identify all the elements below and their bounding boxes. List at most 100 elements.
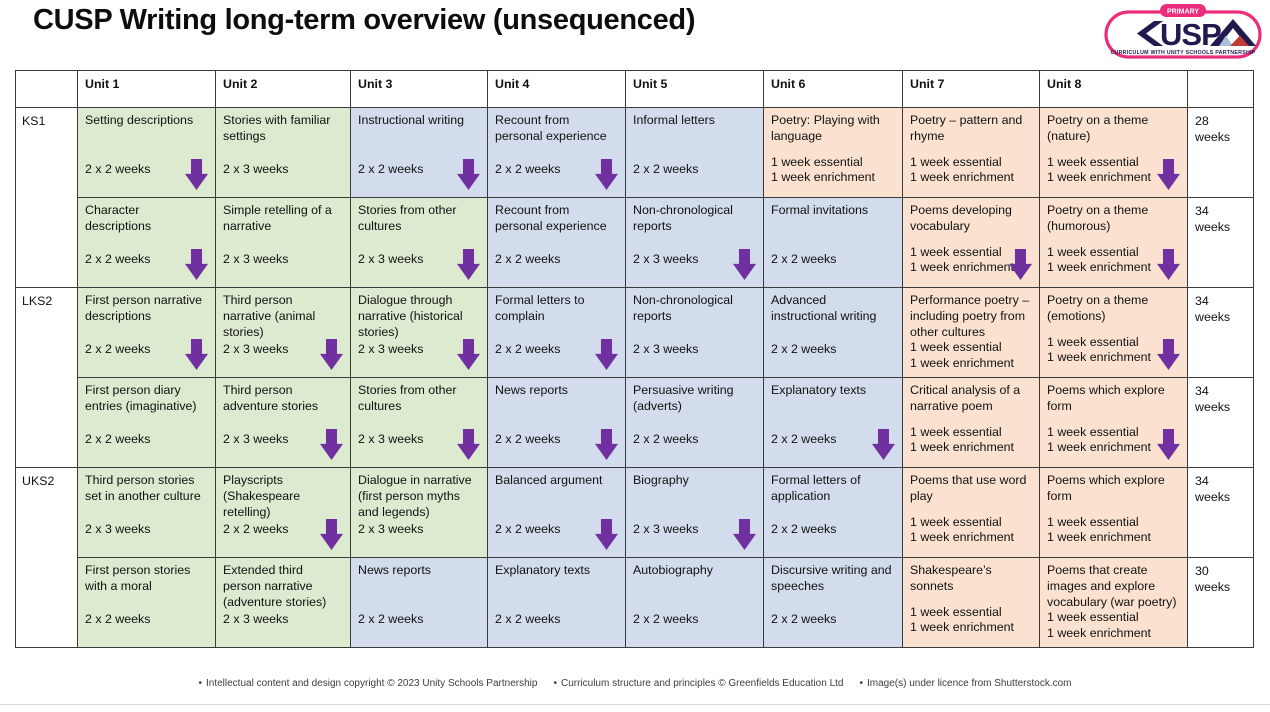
spacer (358, 235, 480, 253)
unit-duration: 2 x 2 weeks (633, 162, 756, 178)
unit-cell: Poetry on a theme (emotions) 1 week essen… (1040, 288, 1188, 378)
spacer (771, 505, 895, 523)
cusp-logo-svg: PRIMARY USP CURRICULUM WITH UNITY SCHOOL… (1104, 4, 1262, 59)
unit-duration: 1 week essential 1 week enrichment (910, 155, 1032, 187)
unit-duration: 1 week essential 1 week enrichment (1047, 425, 1180, 457)
unit-duration: 2 x 3 weeks (358, 342, 480, 358)
weeks-cell: 34 weeks (1188, 198, 1254, 288)
weeks-cell: 28 weeks (1188, 108, 1254, 198)
duration-line: 2 x 3 weeks (358, 342, 424, 357)
spacer (771, 219, 895, 253)
unit-cell: Explanatory texts 2 x 2 weeks (764, 378, 903, 468)
duration-line: 1 week essential (771, 154, 863, 169)
unit-duration: 2 x 2 weeks (495, 522, 618, 538)
unit-cell: Simple retelling of a narrative 2 x 3 wee… (216, 198, 351, 288)
duration-line: 2 x 2 weeks (85, 342, 151, 357)
unit-cell-title: Discursive writing and speeches (771, 563, 892, 593)
unit-cell-title: Instructional writing (358, 113, 465, 127)
duration-line: 1 week enrichment (910, 620, 1014, 635)
unit-cell-title: Formal letters of application (771, 473, 861, 503)
unit-cell: Instructional writing 2 x 2 weeks (351, 108, 488, 198)
unit-cell-title: Poetry – pattern and rhyme (910, 113, 1023, 143)
duration-line: 2 x 2 weeks (495, 522, 561, 537)
unit-cell: Dialogue in narrative (first person myth… (351, 468, 488, 558)
unit-duration: 1 week essential 1 week enrichment (910, 515, 1032, 547)
unit-duration: 2 x 2 weeks (633, 612, 756, 628)
unit-cell-title: Poems that use word play (910, 473, 1027, 503)
duration-line: 1 week enrichment (1047, 626, 1151, 640)
unit-duration: 2 x 2 weeks (85, 612, 208, 628)
duration-line: 1 week enrichment (1047, 170, 1151, 185)
logo-tagline: CURRICULUM WITH UNITY SCHOOLS PARTNERSHI… (1110, 50, 1255, 56)
unit-cell-title: Biography (633, 473, 689, 487)
spacer (771, 325, 895, 343)
spacer (85, 129, 208, 163)
duration-line: 1 week enrichment (910, 530, 1014, 545)
spacer (495, 145, 618, 163)
unit-cell: Extended third person narrative (adventu… (216, 558, 351, 648)
unit-cell: Poems which explore form 1 week essential… (1040, 468, 1188, 558)
unit-duration: 2 x 2 weeks (771, 612, 895, 628)
corner-cell (16, 71, 78, 108)
duration-line: 1 week essential (910, 244, 1002, 259)
duration-line: 1 week enrichment (910, 260, 1014, 275)
unit-cell-title: Extended third person narrative (adventu… (223, 563, 327, 609)
duration-line: 2 x 3 weeks (223, 252, 289, 267)
unit-duration: 1 week essential 1 week enrichment (771, 155, 895, 187)
page-title: CUSP Writing long-term overview (unseque… (33, 4, 696, 36)
unit-duration: 2 x 3 weeks (358, 432, 480, 448)
unit-duration: 2 x 3 weeks (633, 342, 756, 358)
cusp-chevron-c-icon (1137, 21, 1163, 46)
unit-duration: 2 x 2 weeks (771, 432, 895, 448)
unit-cell-title: Critical analysis of a narrative poem (910, 383, 1021, 413)
unit-cell: Discursive writing and speeches 2 x 2 wee… (764, 558, 903, 648)
duration-line: 2 x 3 weeks (358, 432, 424, 447)
bullet-icon: • (859, 678, 863, 689)
unit-cell: Third person stories set in another cult… (78, 468, 216, 558)
unit-cell-title: Stories with familiar settings (223, 113, 331, 143)
footer-text: Intellectual content and design copyrigh… (205, 678, 538, 689)
unit-duration: 1 week essential 1 week enrichment (910, 605, 1032, 637)
primary-badge (1160, 4, 1206, 17)
duration-line: 2 x 3 weeks (633, 522, 699, 537)
unit-cell-title: Setting descriptions (85, 113, 194, 127)
duration-line: 2 x 2 weeks (85, 612, 151, 627)
duration-line: 1 week essential (1047, 424, 1139, 439)
unit-duration: 1 week essential 1 week enrichment (910, 245, 1032, 277)
spacer (495, 325, 618, 343)
cusp-logo: PRIMARY USP CURRICULUM WITH UNITY SCHOOL… (1102, 3, 1264, 61)
unit-header: Unit 1 (78, 71, 216, 108)
unit-cell-title: Formal invitations (771, 203, 869, 217)
unit-cell: News reports 2 x 2 weeks (488, 378, 626, 468)
duration-line: 1 week essential (1047, 610, 1139, 625)
unit-cell-title: Playscripts (Shakespeare retelling) (223, 473, 301, 519)
unit-cell-title: Explanatory texts (771, 383, 867, 397)
unit-duration: 2 x 2 weeks (771, 252, 895, 268)
duration-line: 2 x 2 weeks (85, 252, 151, 267)
unit-cell-title: Poems which explore form (1047, 383, 1165, 413)
unit-cell: Explanatory texts 2 x 2 weeks (488, 558, 626, 648)
unit-cell-title: Poetry on a theme (humorous) (1047, 203, 1149, 233)
duration-line: 1 week enrichment (1047, 260, 1151, 275)
unit-cell-title: Poetry: Playing with language (771, 113, 880, 143)
unit-cell-title: Advanced instructional writing (771, 293, 877, 323)
unit-duration: 2 x 3 weeks (223, 162, 343, 178)
duration-line: 1 week enrichment (1047, 350, 1151, 365)
unit-cell: Playscripts (Shakespeare retelling) 2 x 2… (216, 468, 351, 558)
spacer (495, 399, 618, 433)
unit-cell: Biography 2 x 3 weeks (626, 468, 764, 558)
unit-duration: 1 week essential 1 week enrichment (910, 340, 1032, 372)
unit-duration: 2 x 2 weeks (85, 432, 208, 448)
unit-cell-title: First person diary entries (imaginative) (85, 383, 197, 413)
duration-line: 2 x 3 weeks (223, 342, 289, 357)
spacer (85, 505, 208, 523)
unit-duration: 2 x 2 weeks (633, 432, 756, 448)
duration-line: 2 x 3 weeks (358, 522, 424, 537)
unit-cell-title: Shakespeare’s sonnets (910, 563, 992, 593)
unit-duration: 2 x 2 weeks (358, 612, 480, 628)
unit-cell-title: Stories from other cultures (358, 203, 457, 233)
unit-duration: 2 x 3 weeks (358, 252, 480, 268)
unit-cell: Performance poetry – including poetry fr… (903, 288, 1040, 378)
spacer (495, 235, 618, 253)
duration-line: 1 week essential (910, 514, 1002, 529)
